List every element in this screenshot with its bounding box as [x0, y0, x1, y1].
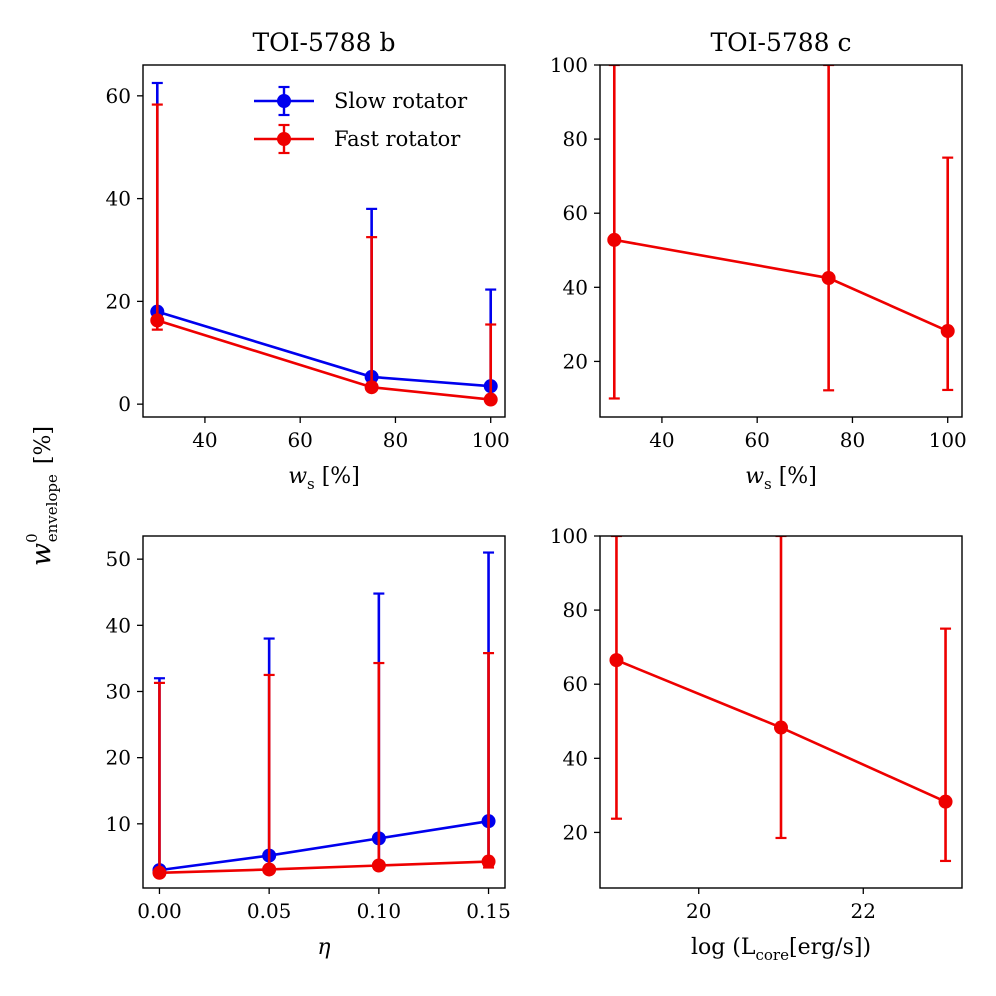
data-point	[481, 854, 496, 869]
x-axis-label-rest: [erg/s])	[789, 935, 871, 960]
x-tick-label: 22	[851, 899, 876, 923]
axes-frame	[142, 64, 506, 418]
plot-area	[150, 81, 498, 407]
axes-frame	[142, 535, 506, 889]
data-point	[152, 865, 167, 880]
data-point	[483, 392, 498, 407]
legend-label: Fast rotator	[334, 127, 461, 151]
panel-b-eta: 0.00 0.05 0.10 0.15 10 20 30 40 50 η	[106, 535, 511, 960]
y-tick-label: 10	[106, 812, 131, 836]
series-line	[159, 860, 489, 875]
x-tick-label: 60	[744, 428, 769, 452]
legend-item-fast: Fast rotator	[254, 123, 461, 155]
legend: Slow rotator Fast rotator	[254, 85, 468, 155]
x-tick-label: 80	[840, 428, 865, 452]
x-axis-label-main: log (L	[691, 935, 756, 960]
x-tick-label: 0.15	[466, 899, 511, 923]
axes-frame	[599, 535, 963, 889]
legend-item-slow: Slow rotator	[254, 85, 468, 117]
x-axis-label-main: w	[288, 464, 307, 489]
y-tick-label: 80	[563, 127, 588, 151]
series-fast	[609, 536, 953, 863]
legend-marker	[277, 132, 291, 146]
x-axis-label-rest: [%]	[772, 464, 817, 489]
legend-marker	[277, 94, 291, 108]
x-tick-label: 0.10	[357, 899, 402, 923]
y-tick-label: 60	[563, 201, 588, 225]
legend-label: Slow rotator	[334, 89, 468, 113]
y-tick-label: 20	[106, 746, 131, 770]
y-tick-label: 50	[106, 547, 131, 571]
panel-c-ws: 40 60 80 100 20 40 60 80 100 TOI-5788 c ws [%]	[550, 28, 967, 493]
plot-area	[152, 551, 496, 880]
data-point	[364, 380, 379, 395]
y-tick-label: 40	[563, 746, 588, 770]
x-tick-label: 80	[383, 428, 408, 452]
y-tick-label: 100	[550, 524, 588, 548]
shared-y-axis-label-subscript: envelope	[43, 474, 61, 542]
x-tick-label: 100	[929, 428, 967, 452]
shared-y-axis-label-symbol: w	[26, 543, 57, 566]
x-tick-label: 100	[472, 428, 510, 452]
panel-title: TOI-5788 b	[252, 28, 395, 57]
x-axis-label-rest: [%]	[315, 464, 360, 489]
y-tick-label: 40	[563, 275, 588, 299]
data-point	[940, 324, 955, 339]
y-tick-label: 60	[563, 672, 588, 696]
y-tick-label: 20	[106, 289, 131, 313]
x-tick-label: 40	[192, 428, 217, 452]
x-tick-label: 0.00	[137, 899, 182, 923]
x-tick-label: 0.05	[247, 899, 292, 923]
data-point	[938, 794, 953, 809]
y-tick-label: 60	[106, 84, 131, 108]
series-line	[614, 238, 949, 333]
x-tick-label: 20	[686, 899, 711, 923]
y-tick-label: 40	[106, 187, 131, 211]
shared-y-axis-label-superscript: 0	[23, 533, 41, 543]
x-axis-label: log (Lcore[erg/s])	[691, 935, 871, 964]
x-axis-label: η	[317, 935, 330, 960]
y-tick-label: 30	[106, 679, 131, 703]
y-tick-label: 40	[106, 613, 131, 637]
data-point	[774, 720, 788, 735]
series-slow	[152, 551, 496, 878]
series-fast	[150, 103, 498, 407]
x-axis-label-sub: s	[307, 475, 315, 493]
x-axis-label: ws [%]	[745, 464, 817, 493]
series-fast	[607, 65, 955, 400]
y-tick-label: 0	[118, 392, 131, 416]
data-point	[371, 858, 386, 873]
shared-y-axis-label-unit: [%]	[31, 426, 56, 464]
x-axis-label-sub: s	[764, 475, 772, 493]
y-tick-label: 20	[563, 349, 588, 373]
x-axis-label: ws [%]	[288, 464, 360, 493]
y-tick-label: 80	[563, 598, 588, 622]
panel-title: TOI-5788 c	[710, 28, 851, 57]
panel-c-lcore: 20 22 20 40 60 80 100 log (Lcore[erg/s])	[550, 524, 963, 964]
x-axis-label-main: η	[317, 935, 330, 960]
y-tick-label: 100	[550, 53, 588, 77]
data-point	[607, 232, 622, 247]
shared-y-axis-label: w0 envelope [%]	[23, 426, 61, 566]
panel-b-ws: 40 60 80 100 0 20 40 60 TOI-5788 b ws [%] Slow rot…	[106, 28, 510, 493]
series-line	[156, 319, 491, 401]
data-point	[821, 271, 836, 286]
y-tick-label: 20	[563, 820, 588, 844]
series-fast	[152, 652, 496, 880]
x-tick-label: 60	[287, 428, 312, 452]
data-point	[262, 862, 277, 877]
data-point	[609, 653, 624, 668]
x-tick-label: 40	[649, 428, 674, 452]
x-axis-label-sub: core	[756, 946, 790, 964]
plot-area	[609, 536, 953, 863]
series-line	[159, 819, 489, 872]
plot-area	[607, 65, 955, 400]
data-point	[150, 313, 165, 328]
series-line	[156, 310, 491, 388]
x-axis-label-main: w	[745, 464, 764, 489]
axes-frame	[599, 64, 963, 418]
